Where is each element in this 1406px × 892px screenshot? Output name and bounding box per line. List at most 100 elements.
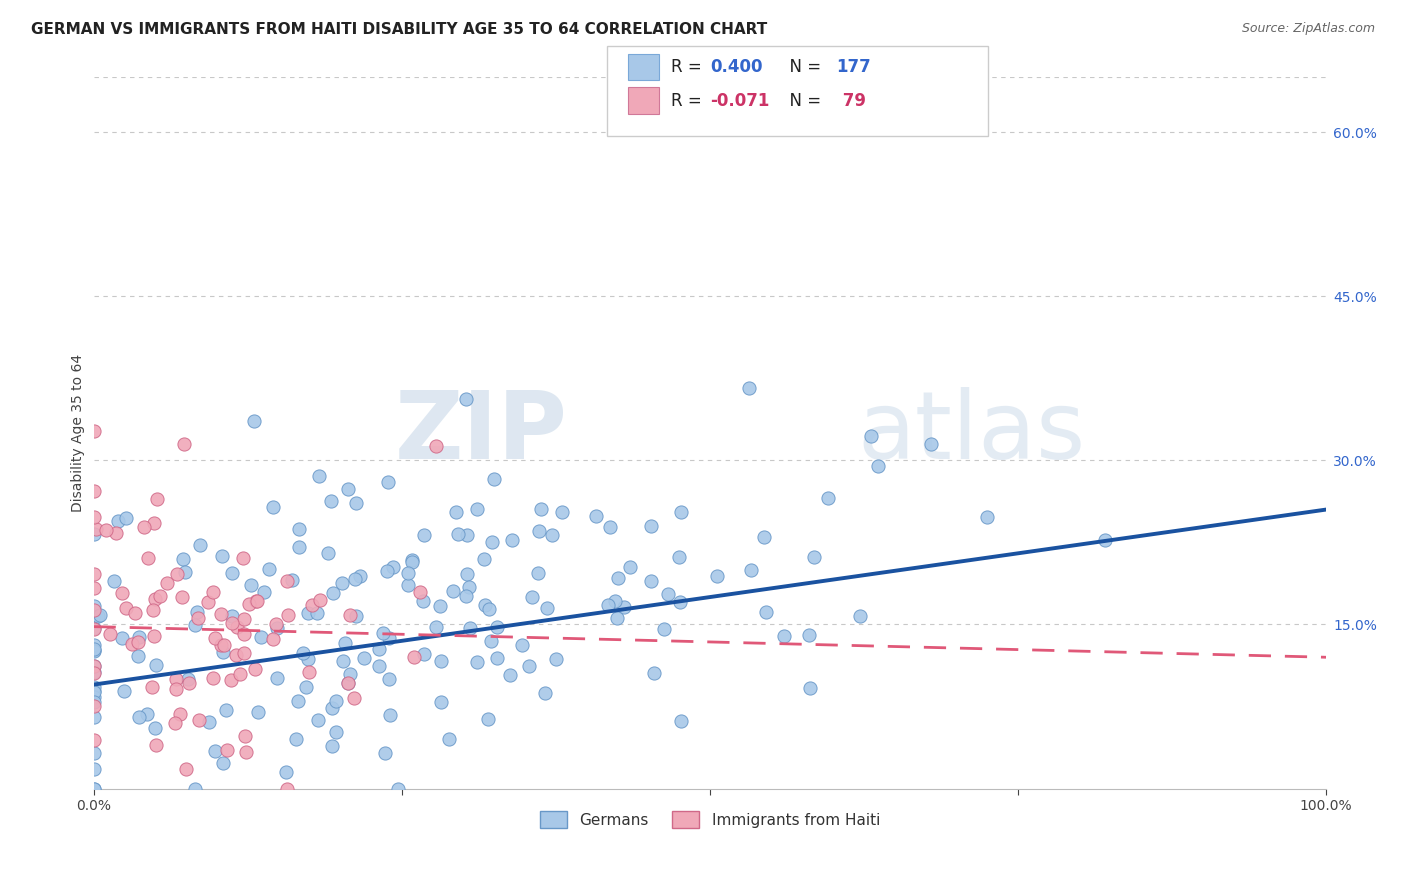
Point [179, 676, 201, 690]
Point [382, 560, 405, 574]
Point [378, 707, 401, 722]
Point [83, 746, 105, 760]
Point [84, 522, 107, 536]
Point [321, 701, 343, 715]
Y-axis label: Disability Age 35 to 64: Disability Age 35 to 64 [72, 354, 86, 512]
Point [295, 680, 318, 694]
Point [429, 599, 451, 614]
Point [232, 551, 254, 566]
Point [322, 586, 344, 600]
Point [276, 781, 298, 796]
Point [409, 585, 432, 599]
Point [387, 781, 409, 796]
Point [367, 659, 389, 673]
Text: N =: N = [779, 58, 827, 76]
Point [343, 690, 366, 705]
Point [799, 681, 821, 695]
Point [83, 643, 105, 657]
Point [174, 763, 197, 777]
Point [83, 642, 105, 657]
Point [240, 578, 263, 592]
Point [401, 555, 423, 569]
Point [184, 618, 207, 632]
Point [136, 550, 159, 565]
Point [477, 712, 499, 726]
Point [337, 675, 360, 690]
Point [229, 667, 252, 681]
Point [128, 710, 150, 724]
Point [170, 590, 193, 604]
Point [501, 533, 523, 548]
Point [444, 505, 467, 519]
Point [83, 603, 105, 617]
Point [215, 703, 238, 717]
Point [321, 739, 343, 754]
Point [83, 510, 105, 524]
Point [186, 605, 208, 619]
Point [337, 676, 360, 690]
Point [83, 424, 105, 438]
Point [245, 593, 267, 607]
Point [114, 511, 136, 525]
Point [325, 724, 347, 739]
Point [198, 714, 221, 729]
Point [184, 781, 207, 796]
Point [277, 607, 299, 622]
Point [219, 673, 242, 688]
Point [484, 472, 506, 486]
Point [349, 569, 371, 583]
Point [211, 756, 233, 770]
Text: R =: R = [671, 92, 707, 110]
Point [456, 589, 478, 603]
Point [246, 706, 269, 720]
Point [243, 414, 266, 428]
Text: 177: 177 [837, 58, 872, 76]
Point [441, 584, 464, 599]
Text: -0.071: -0.071 [710, 92, 769, 110]
Point [859, 429, 882, 443]
Point [115, 601, 138, 615]
Point [344, 496, 367, 510]
Point [142, 516, 165, 530]
Point [204, 744, 226, 758]
Point [165, 681, 187, 696]
Point [83, 659, 105, 673]
Point [657, 586, 679, 600]
Point [83, 581, 105, 595]
Point [599, 519, 621, 533]
Point [817, 491, 839, 506]
Point [83, 644, 105, 658]
Point [598, 599, 620, 613]
Point [456, 527, 478, 541]
Point [127, 648, 149, 663]
Point [83, 781, 105, 796]
Point [343, 572, 366, 586]
Point [232, 612, 254, 626]
Point [643, 666, 665, 681]
Point [86, 608, 108, 623]
Point [281, 573, 304, 587]
Point [607, 571, 630, 585]
Point [243, 662, 266, 676]
Point [197, 594, 219, 608]
Point [217, 743, 239, 757]
Point [668, 549, 690, 564]
Point [396, 566, 419, 581]
Point [174, 566, 197, 580]
Point [83, 527, 105, 541]
Point [485, 620, 508, 634]
Point [920, 437, 942, 451]
Point [266, 621, 288, 635]
Point [145, 657, 167, 672]
Point [173, 437, 195, 451]
Point [868, 458, 890, 473]
Point [613, 600, 636, 615]
Point [447, 526, 470, 541]
Point [378, 631, 401, 645]
Point [221, 566, 243, 580]
Point [285, 732, 308, 747]
Point [141, 680, 163, 694]
Point [103, 574, 125, 588]
Point [430, 654, 453, 668]
Point [297, 606, 319, 620]
